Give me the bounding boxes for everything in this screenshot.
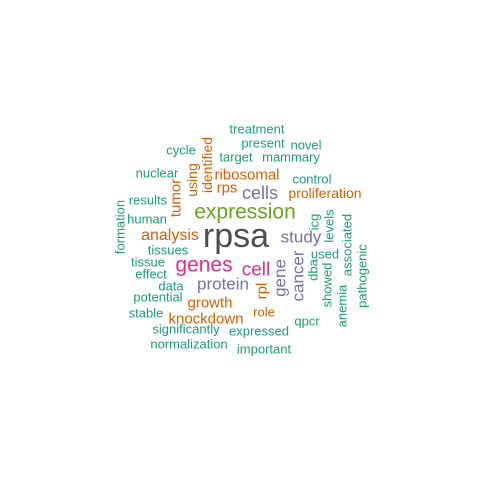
word-nuclear: nuclear	[135, 165, 179, 181]
word-showed: showed	[319, 262, 335, 308]
word-gene: gene	[270, 259, 290, 297]
word-normalization: normalization	[150, 336, 228, 352]
word-tumor: tumor	[167, 178, 185, 218]
word-human: human	[127, 211, 167, 227]
word-anemia: anemia	[334, 284, 350, 328]
word-data: data	[158, 278, 184, 294]
word-rpsa: rpsa	[202, 217, 270, 255]
word-used: used	[310, 246, 340, 262]
word-control: control	[292, 171, 332, 187]
word-associated: associated	[339, 213, 355, 277]
word-rpl: rpl	[253, 282, 271, 300]
word-using: using	[184, 163, 200, 197]
word-target: target	[219, 149, 253, 165]
word-protein: protein	[197, 274, 249, 294]
word-novel: novel	[290, 137, 322, 153]
word-study: study	[280, 227, 322, 247]
word-qpcr: qpcr	[294, 313, 320, 329]
word-dba: dba	[305, 259, 321, 281]
word-cycle: cycle	[166, 142, 196, 158]
word-important: important	[236, 341, 292, 357]
word-icg: icg	[306, 213, 322, 231]
word-analysis: analysis	[141, 227, 199, 244]
word-role: role	[253, 304, 275, 320]
word-growth: growth	[187, 294, 233, 312]
word-expressed: expressed	[229, 323, 289, 339]
word-effect: effect	[135, 266, 167, 282]
word-knockdown: knockdown	[168, 310, 244, 328]
word-cell: cell	[241, 259, 271, 281]
word-expression: expression	[194, 200, 296, 224]
word-mammary: mammary	[262, 149, 320, 165]
word-cells: cells	[241, 183, 279, 203]
word-genes: genes	[175, 253, 233, 277]
word-potential: potential	[133, 289, 183, 305]
word-treatment: treatment	[229, 121, 285, 137]
word-stable: stable	[128, 305, 164, 321]
word-significantly: significantly	[152, 321, 220, 337]
word-formation: formation	[112, 199, 128, 255]
word-tissue: tissue	[131, 254, 165, 270]
word-levels: levels	[321, 209, 337, 243]
word-present: present	[241, 135, 285, 151]
word-ribosomal: ribosomal	[214, 166, 280, 184]
word-cancer: cancer	[288, 250, 308, 302]
word-results: results	[128, 192, 168, 208]
word-proliferation: proliferation	[288, 185, 362, 201]
word-tissues: tissues	[147, 242, 189, 258]
word-rps: rps	[216, 179, 238, 197]
word-identified: identified	[199, 136, 215, 194]
word-pathogenic: pathogenic	[354, 244, 370, 308]
